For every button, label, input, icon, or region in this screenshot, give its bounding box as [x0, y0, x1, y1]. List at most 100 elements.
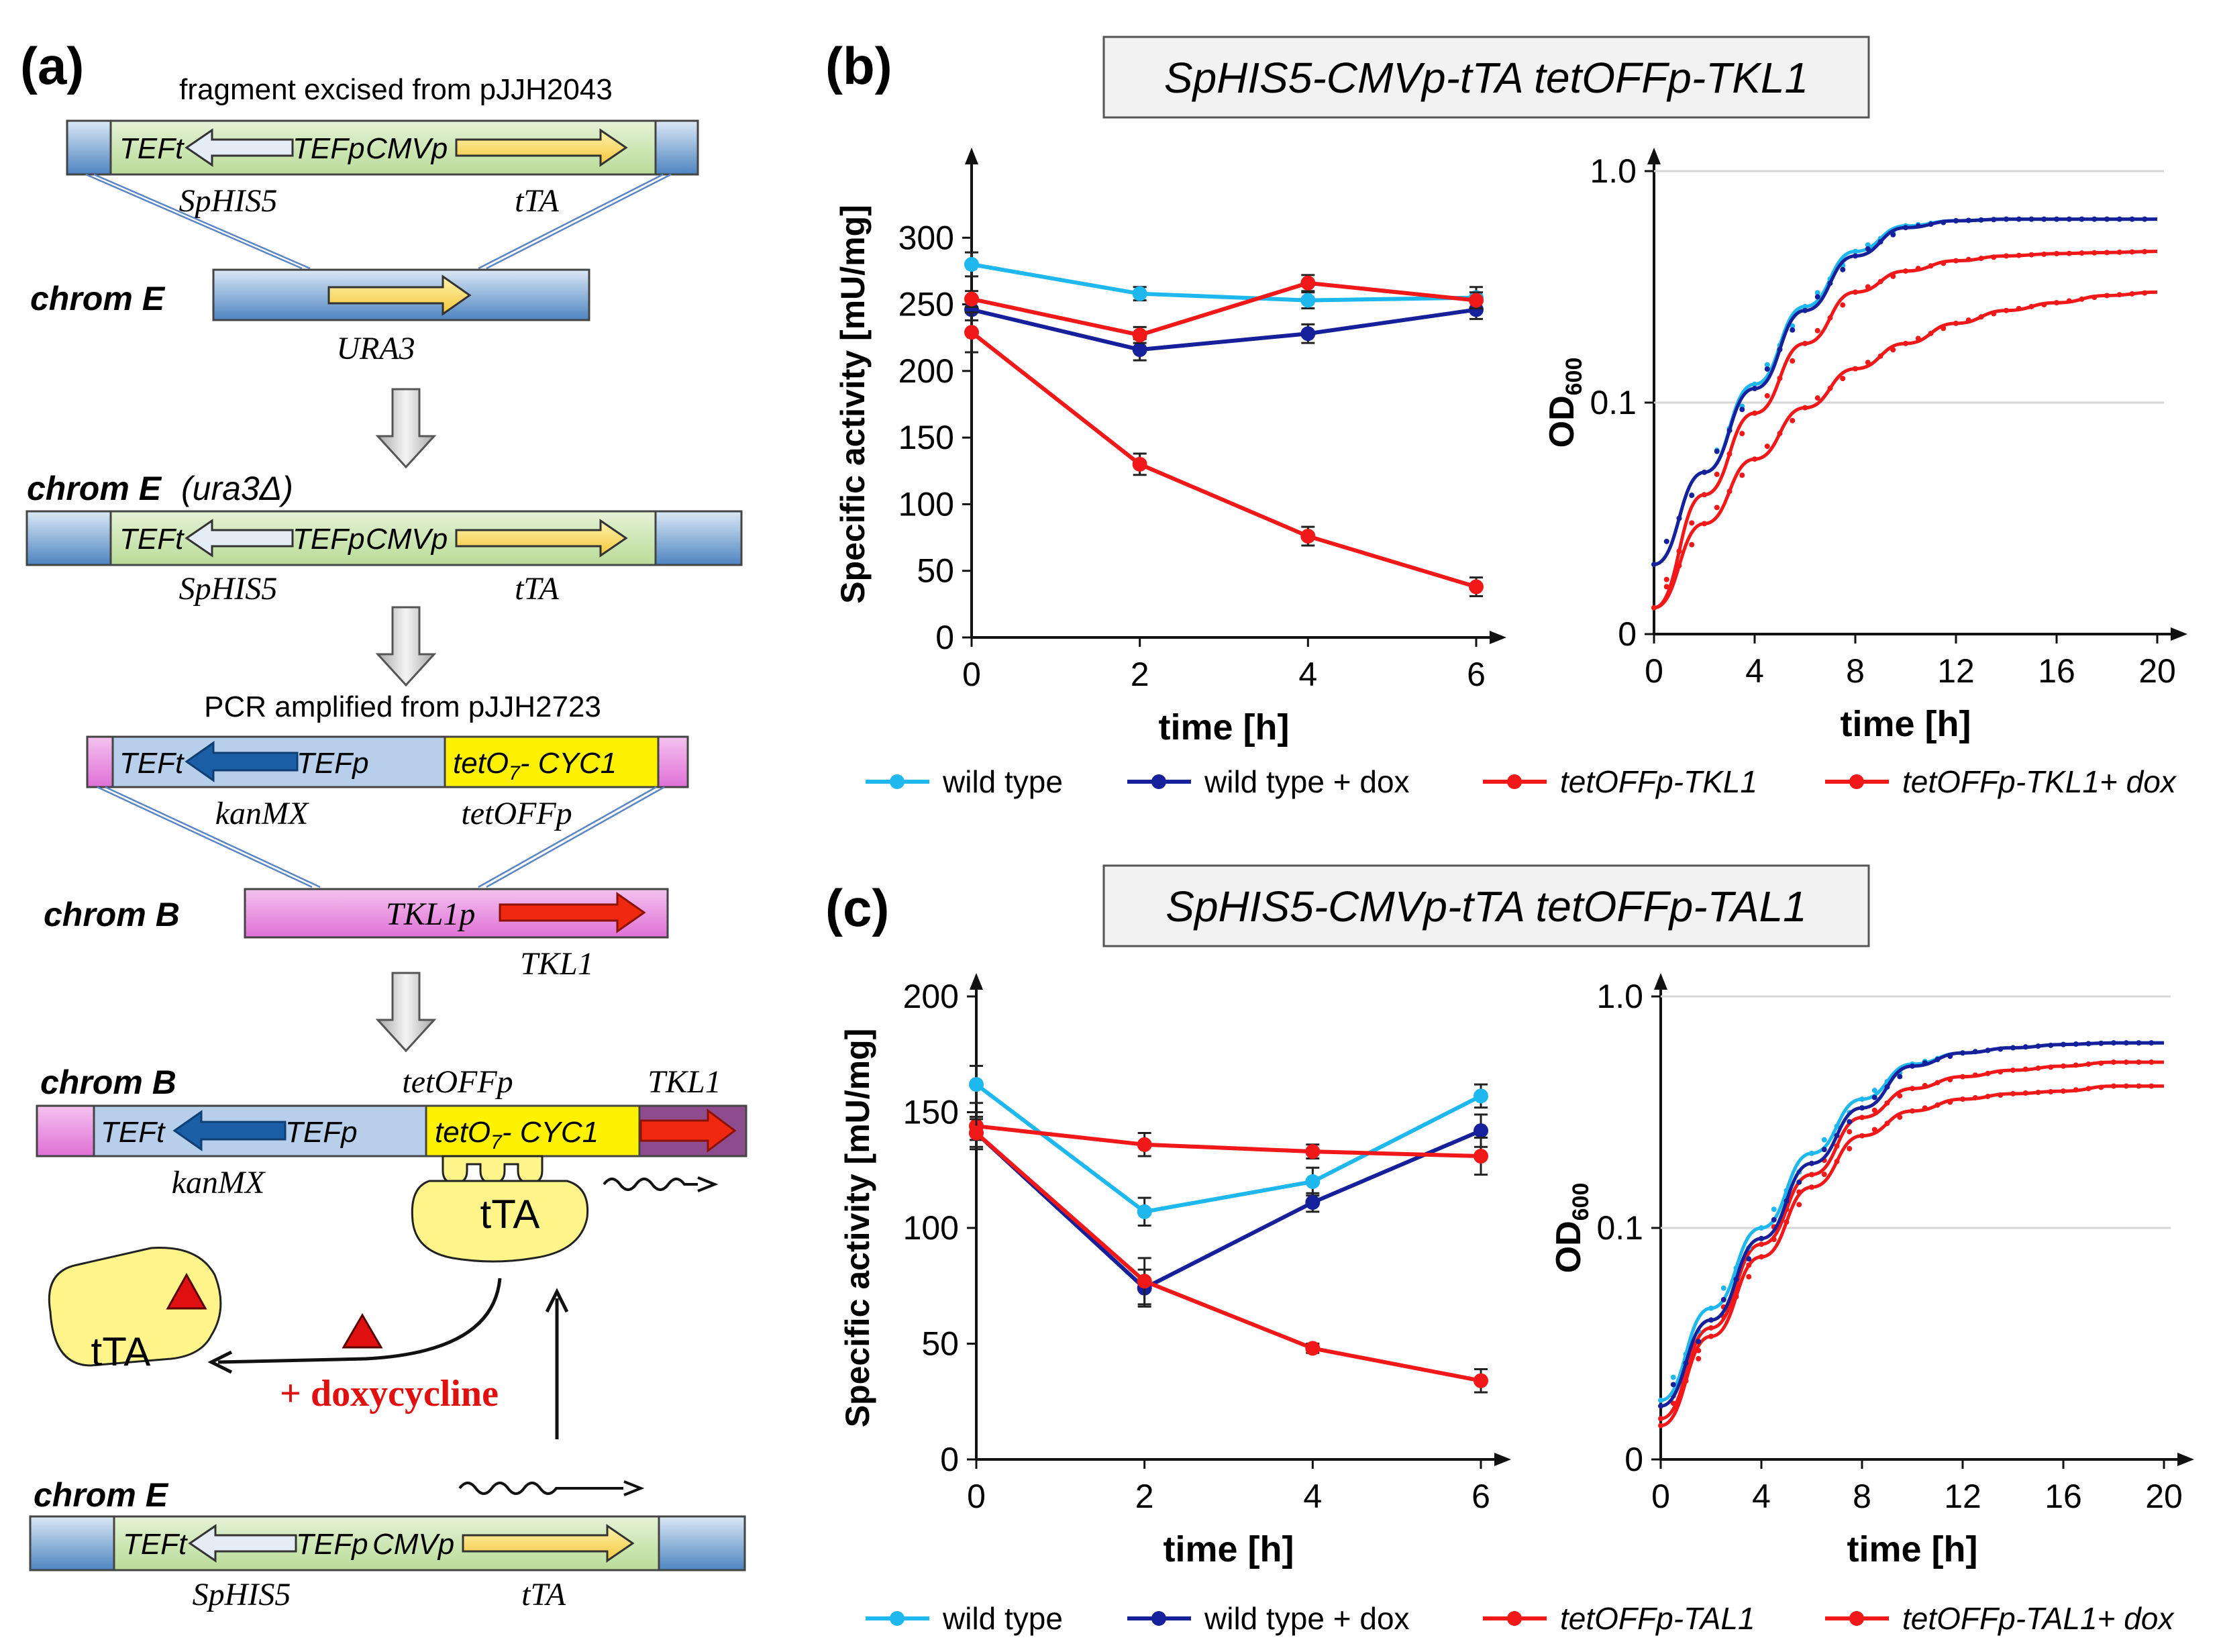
- x-tick-label: 20: [2145, 1478, 2183, 1515]
- x-axis-arrowhead-icon: [2177, 1453, 2194, 1466]
- od-marker: [2035, 1043, 2041, 1049]
- od-marker: [2028, 216, 2034, 222]
- od-marker: [1884, 1121, 1890, 1127]
- od-marker: [1702, 469, 1707, 475]
- od-marker: [1991, 217, 1997, 223]
- legend-label: tetOFFp-TAL1: [1560, 1601, 1755, 1636]
- od-marker: [1934, 1057, 1941, 1063]
- tkl1p-label: TKL1p: [386, 896, 475, 932]
- od-marker: [2116, 216, 2122, 222]
- od-marker: [1928, 221, 1934, 227]
- y-tick-label: 50: [921, 1325, 959, 1363]
- od-marker: [2098, 1084, 2104, 1090]
- od-marker: [1809, 1160, 1814, 1166]
- od-marker: [1910, 1108, 1915, 1114]
- y-tick-label: 0: [1618, 615, 1637, 653]
- od-marker: [1670, 1382, 1676, 1388]
- od-marker: [2142, 290, 2148, 296]
- legend-marker: [1849, 774, 1864, 789]
- od-marker: [1771, 1237, 1777, 1243]
- x-axis-arrowhead-icon: [1494, 1453, 1511, 1466]
- od-marker: [2129, 291, 2135, 297]
- sphis5-label: SpHIS5: [193, 1577, 291, 1612]
- x-tick-label: 0: [967, 1478, 986, 1515]
- tta-arrow-icon: [455, 128, 628, 167]
- y-tick-label: 100: [898, 485, 954, 523]
- od-marker: [1739, 472, 1745, 478]
- data-point: [1305, 1341, 1321, 1356]
- od-marker: [1676, 515, 1682, 521]
- chrom-b-label-1: chrom B: [44, 896, 180, 933]
- od-marker: [2041, 251, 2047, 257]
- legend-label: wild type: [942, 1601, 1063, 1636]
- y-tick-label: 1.0: [1596, 978, 1643, 1015]
- od-marker: [1790, 327, 1796, 333]
- od-marker: [1790, 358, 1796, 364]
- od-marker: [2129, 216, 2135, 222]
- dox-arrowhead-icon: [207, 1350, 233, 1374]
- od-marker: [1809, 1172, 1814, 1178]
- chrom-e-label-1: chrom E: [30, 280, 166, 317]
- od-marker: [1733, 1276, 1739, 1282]
- data-point: [1474, 1373, 1488, 1388]
- od-marker: [1759, 1241, 1764, 1247]
- od-marker: [1796, 1179, 1802, 1185]
- od-marker: [1859, 1096, 1865, 1102]
- od-marker: [2054, 300, 2059, 306]
- od-marker: [1859, 1105, 1865, 1111]
- od-marker: [1890, 273, 1896, 279]
- od-marker: [1689, 493, 1695, 499]
- od-marker: [1802, 303, 1808, 309]
- legend-b: wild type wild type + dox tetOFFp-TKL1 tetO…: [866, 764, 2177, 799]
- panel-c-title: SpHIS5-CMVp-tTA tetOFFp-TAL1: [1166, 882, 1806, 931]
- od-marker: [1953, 218, 1959, 224]
- od-marker: [1965, 317, 1971, 323]
- legend-label: tetOFFp-TKL1+ dox: [1902, 764, 2177, 799]
- od-marker: [2054, 251, 2059, 257]
- x-tick-label: 2: [1135, 1478, 1154, 1515]
- caption-fragment: fragment excised from pJJH2043: [179, 73, 613, 106]
- od-marker: [1651, 605, 1657, 611]
- od-marker: [2116, 249, 2122, 255]
- data-point: [1300, 326, 1316, 342]
- y-tick-label: 150: [898, 419, 954, 456]
- od-marker: [1752, 381, 1757, 387]
- od-marker: [1972, 1049, 1978, 1055]
- legend-label: wild type + dox: [1204, 764, 1410, 799]
- od-marker: [1928, 330, 1934, 336]
- tetoffp-label-2: tetOFFp: [402, 1064, 513, 1100]
- chart-c-activity: 0 50 100 150 200 0 2 4 6 time [h] Specific activit…: [839, 973, 1511, 1569]
- x-tick-label: 8: [1853, 1478, 1871, 1515]
- od-marker: [2116, 292, 2122, 298]
- od-marker: [1840, 302, 1846, 308]
- od-marker: [1897, 1074, 1903, 1080]
- od-marker: [1978, 217, 1984, 223]
- y-tick-label: 150: [903, 1094, 959, 1131]
- teto7-label: tetO7- CYC1: [453, 747, 617, 784]
- od-marker: [1941, 325, 1947, 331]
- od-marker: [2104, 216, 2110, 222]
- od-marker: [1658, 1416, 1663, 1422]
- x-tick-label: 16: [2045, 1478, 2082, 1515]
- data-point: [1305, 1144, 1321, 1159]
- transcript-wave-2-icon: [458, 1482, 623, 1495]
- od-marker: [2022, 1066, 2028, 1072]
- od-marker: [2004, 307, 2009, 313]
- od-marker: [1978, 256, 1984, 262]
- x-tick-label: 20: [2138, 652, 2176, 690]
- y-tick-label: 50: [917, 552, 954, 590]
- od-marker: [2010, 1067, 2016, 1073]
- od-marker: [1733, 1294, 1739, 1300]
- od-curve-2: [1660, 1060, 2164, 1421]
- od-marker: [1985, 1094, 1991, 1100]
- x-tick-label: 4: [1745, 652, 1764, 690]
- od-marker: [2085, 1041, 2091, 1047]
- od-marker: [1759, 1254, 1764, 1260]
- od-marker: [2041, 216, 2047, 222]
- od-marker: [1784, 1219, 1790, 1225]
- od-marker: [1903, 225, 1908, 231]
- cmvp-label: CMVp: [366, 523, 448, 556]
- legend-c: wild type wild type + dox tetOFFp-TAL1 tetO…: [866, 1601, 2175, 1636]
- od-marker: [2098, 1040, 2104, 1046]
